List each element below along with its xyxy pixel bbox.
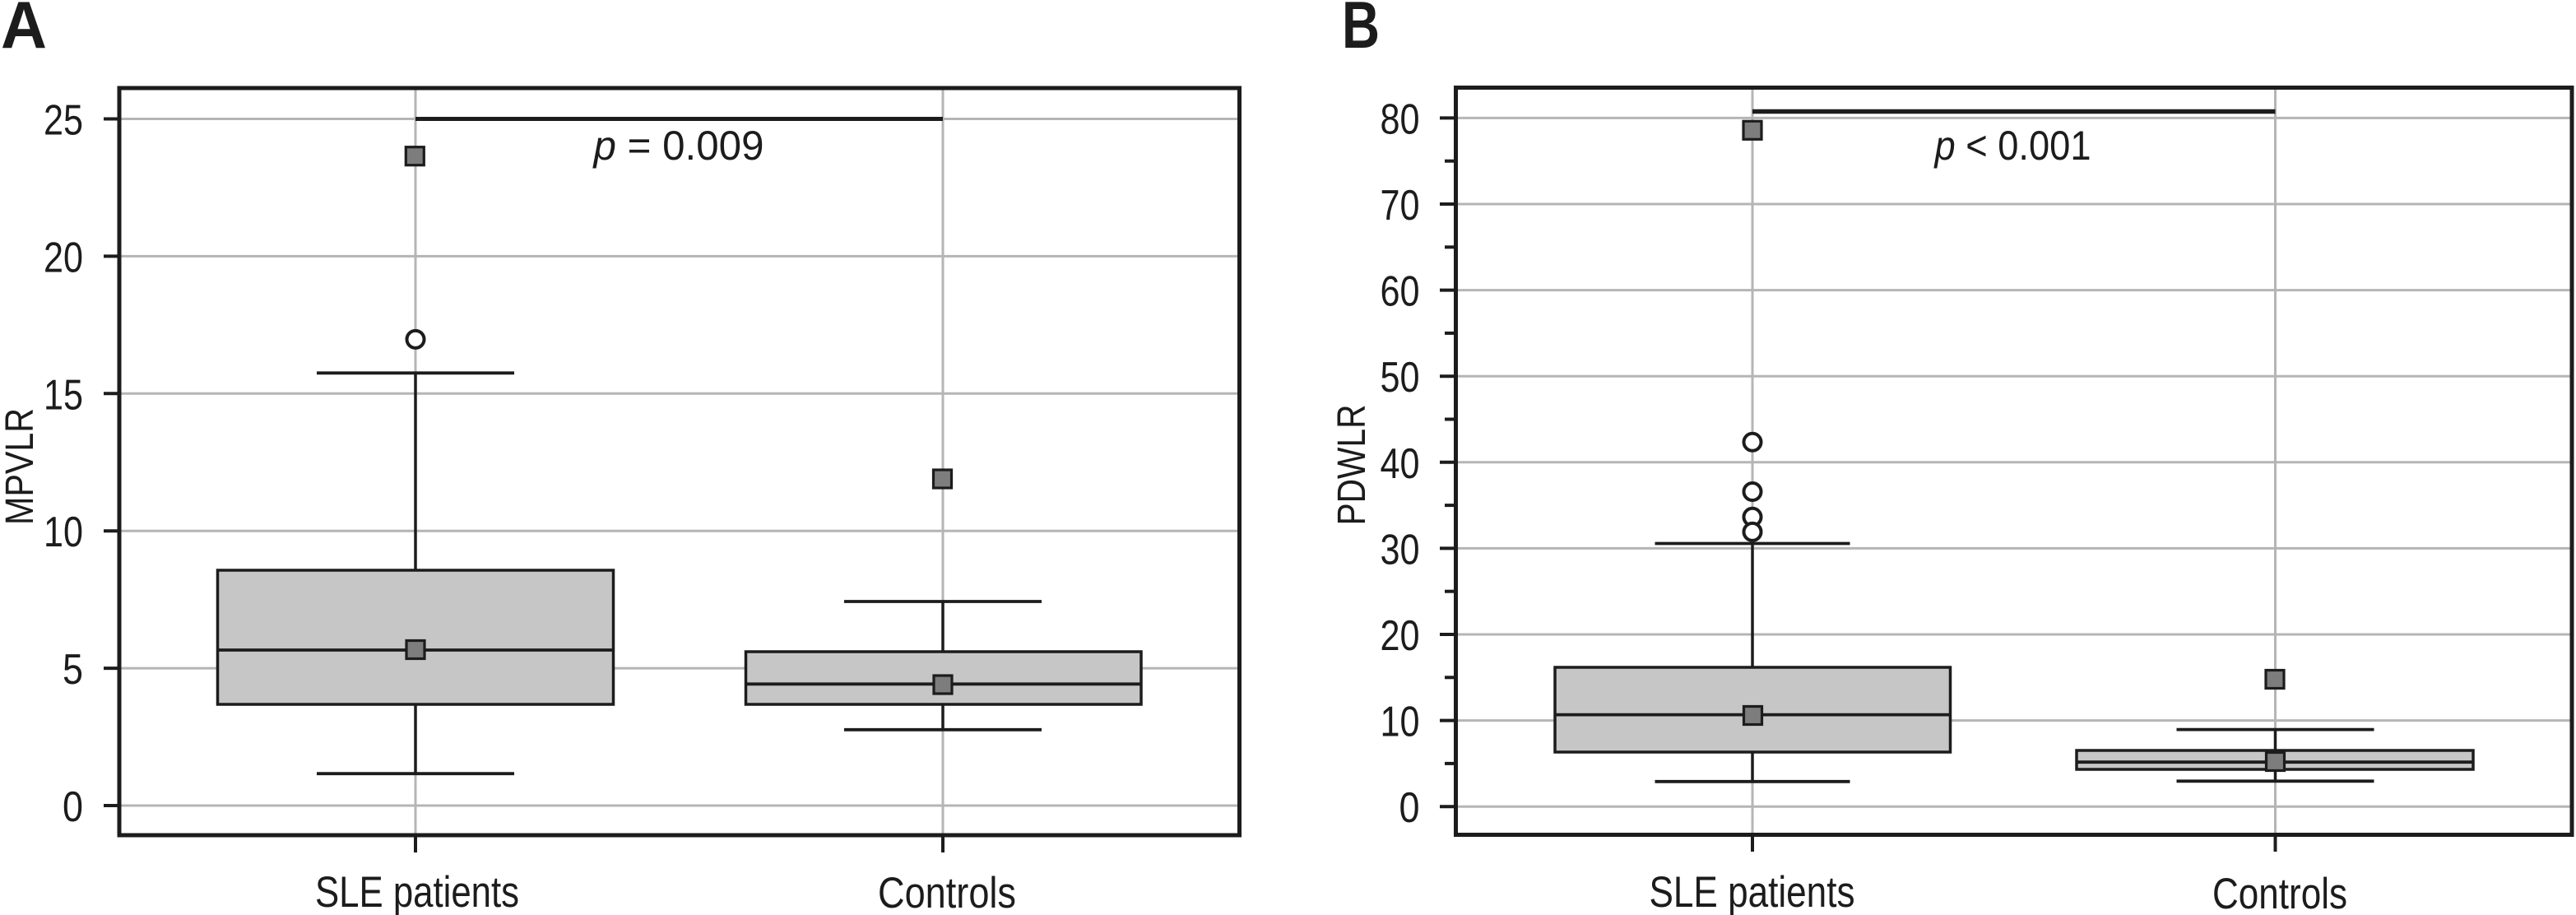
- svg-text:p < 0.001: p < 0.001: [1933, 123, 2091, 169]
- svg-text:PDWLR: PDWLR: [1330, 405, 1374, 526]
- svg-text:p = 0.009: p = 0.009: [592, 123, 764, 169]
- svg-text:15: 15: [44, 371, 83, 419]
- svg-text:25: 25: [44, 97, 83, 145]
- svg-text:B: B: [1342, 0, 1380, 63]
- svg-text:0: 0: [1399, 784, 1420, 832]
- svg-text:MPVLR: MPVLR: [0, 408, 42, 525]
- svg-text:10: 10: [44, 509, 83, 556]
- svg-text:10: 10: [1381, 699, 1420, 746]
- svg-text:Controls: Controls: [2212, 870, 2347, 915]
- svg-text:5: 5: [63, 646, 83, 694]
- svg-text:SLE patients: SLE patients: [1650, 868, 1855, 915]
- svg-text:80: 80: [1381, 95, 1420, 143]
- svg-text:Controls: Controls: [878, 869, 1016, 915]
- svg-text:20: 20: [44, 234, 83, 281]
- svg-text:60: 60: [1381, 268, 1420, 316]
- svg-text:30: 30: [1381, 526, 1420, 574]
- svg-text:50: 50: [1381, 354, 1420, 402]
- svg-text:0: 0: [63, 783, 83, 831]
- svg-text:40: 40: [1381, 440, 1420, 488]
- svg-text:A: A: [1, 0, 47, 63]
- svg-text:SLE patients: SLE patients: [315, 868, 519, 915]
- svg-text:20: 20: [1381, 612, 1420, 660]
- svg-text:70: 70: [1381, 182, 1420, 230]
